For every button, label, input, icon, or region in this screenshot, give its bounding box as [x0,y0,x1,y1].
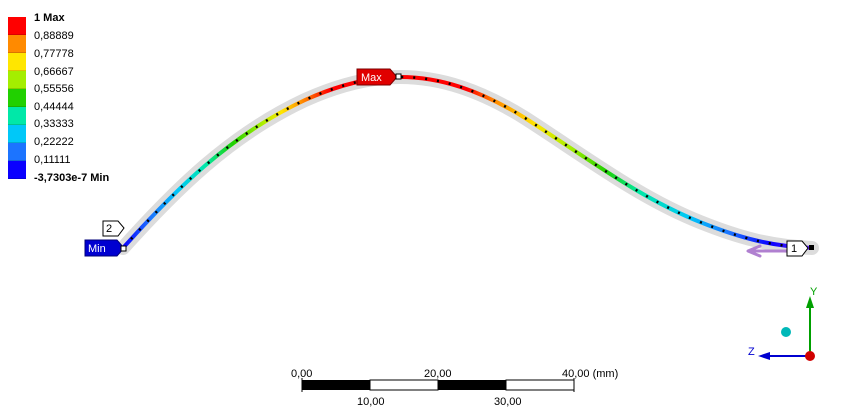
coordinate-triad[interactable]: Y Z [740,282,830,372]
result-legend: 1 Max 0,88889 0,77778 0,66667 0,55556 0,… [8,12,148,184]
undeformed-shadow [116,69,819,255]
scale-label-10: 10,00 [357,396,385,408]
legend-swatch [8,53,26,71]
end-node-right [809,245,814,250]
scale-label-30: 30,00 [494,396,522,408]
node-tag-1[interactable]: 1 [786,240,809,257]
scale-label-0: 0,00 [291,368,313,380]
min-probe-label: Min [88,243,106,255]
legend-label: 0,22222 [34,136,74,148]
scale-ruler [301,378,575,392]
legend-color-bar [8,17,26,179]
scale-label-20: 20,00 [424,368,452,380]
min-probe[interactable]: Min [84,239,127,257]
legend-label: 0,44444 [34,101,74,113]
load-arrow [746,244,790,258]
legend-label: 0,66667 [34,66,74,78]
legend-swatch [8,35,26,53]
y-axis-label: Y [810,286,818,298]
node-tag-2[interactable]: 2 [102,220,125,237]
legend-label-min: -3,7303e-7 Min [34,172,110,184]
z-axis-label: Z [748,346,755,358]
legend-swatch [8,161,26,179]
node-tag-2-label: 2 [106,223,112,235]
legend-label: 0,88889 [34,30,74,42]
legend-swatch [8,107,26,125]
triad-axes [758,296,815,361]
legend-swatch [8,143,26,161]
node-tag-1-label: 1 [791,243,797,255]
max-probe[interactable]: Max [356,68,402,86]
max-probe-label: Max [361,72,382,84]
legend-label: 0,55556 [34,83,74,95]
legend-label-max: 1 Max [34,12,65,24]
legend-swatch [8,71,26,89]
legend-swatch [8,89,26,107]
legend-swatch [8,125,26,143]
mesh-nodes [122,75,813,250]
legend-swatch [8,17,26,35]
legend-label: 0,33333 [34,118,74,130]
legend-label: 0,77778 [34,48,74,60]
scale-label-40: 40,00 (mm) [562,368,619,380]
legend-label: 0,11111 [34,154,71,166]
